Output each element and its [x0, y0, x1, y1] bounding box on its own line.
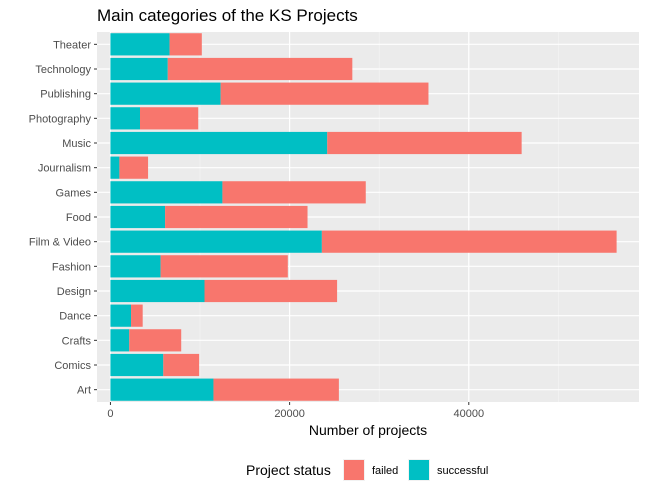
y-tick-label: Crafts [62, 335, 92, 347]
chart-title: Main categories of the KS Projects [97, 6, 358, 25]
x-tick-label: 20000 [274, 408, 305, 420]
bar-successful [110, 255, 161, 278]
x-tick-label: 40000 [453, 408, 484, 420]
y-tick-label: Film & Video [29, 237, 91, 249]
y-tick-label: Dance [59, 311, 91, 323]
bar-failed [131, 304, 143, 327]
y-tick-label: Music [62, 138, 91, 150]
legend: Project status failed successful [246, 459, 488, 481]
y-tick-label: Art [77, 385, 91, 397]
bar-successful [110, 131, 328, 155]
bar-failed [327, 131, 522, 155]
x-axis: 0 20000 40000 [107, 402, 484, 420]
bar-failed [165, 205, 308, 229]
legend-label-successful: successful [437, 465, 488, 477]
bar-successful [110, 156, 120, 179]
y-tick-label: Theater [53, 39, 91, 51]
bar-successful [110, 107, 141, 130]
bar-failed [204, 279, 338, 303]
y-tick-label: Design [57, 286, 91, 298]
legend-key-failed [344, 460, 364, 480]
legend-title: Project status [246, 462, 331, 478]
bar-failed [220, 82, 429, 105]
bar-failed [321, 230, 617, 253]
bar-successful [110, 181, 223, 204]
bar-successful [110, 205, 166, 229]
bar-successful [110, 353, 164, 377]
x-axis-title: Number of projects [309, 422, 427, 438]
bar-failed [222, 181, 366, 204]
bar-successful [110, 33, 170, 56]
bar-failed [129, 329, 182, 352]
y-tick-label: Technology [35, 64, 91, 76]
bars [110, 33, 617, 401]
y-tick-label: Publishing [40, 89, 91, 101]
bar-failed [160, 255, 288, 278]
bar-successful [110, 304, 132, 327]
y-tick-label: Fashion [52, 261, 91, 273]
x-tick-label: 0 [107, 408, 113, 420]
bar-failed [119, 156, 149, 179]
bar-failed [213, 378, 339, 401]
bar-failed [163, 353, 200, 377]
bar-successful [110, 230, 322, 253]
legend-label-failed: failed [372, 465, 398, 477]
bar-successful [110, 82, 221, 105]
bar-failed [169, 33, 202, 56]
legend-key-successful [409, 460, 429, 480]
y-axis: Theater Technology Publishing Photography Mu… [29, 39, 97, 397]
y-tick-label: Journalism [38, 163, 91, 175]
y-tick-label: Photography [29, 113, 92, 125]
bar-successful [110, 279, 205, 303]
bar-successful [110, 57, 168, 81]
bar-successful [110, 378, 214, 401]
bar-failed [140, 107, 199, 130]
y-tick-label: Food [66, 212, 91, 224]
y-tick-label: Comics [54, 360, 91, 372]
bar-successful [110, 329, 130, 352]
bar-failed [167, 57, 353, 81]
y-tick-label: Games [56, 187, 92, 199]
